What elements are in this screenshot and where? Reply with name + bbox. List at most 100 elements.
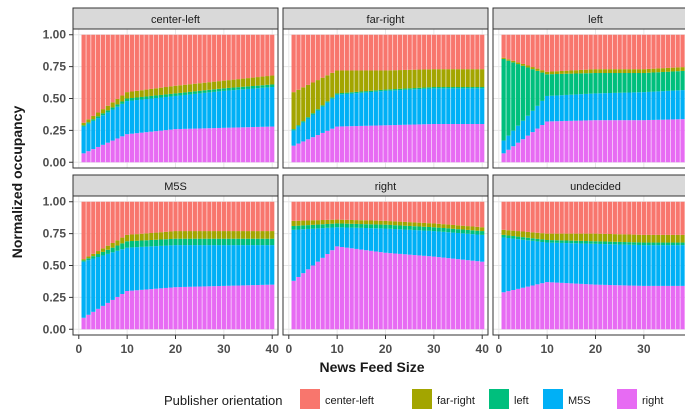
bar-segment-far-right (593, 69, 598, 73)
bar-segment-left (636, 242, 642, 245)
bar-segment-far-right (187, 231, 193, 239)
bar-segment-far-right (598, 233, 603, 242)
bar-segment-m5s (173, 95, 178, 130)
bar-segment-far-right (402, 69, 407, 89)
bar-segment-center-left (325, 34, 330, 76)
bar-segment-m5s (627, 92, 632, 121)
bar-segment-m5s (388, 228, 393, 254)
bar-segment-left (520, 237, 526, 240)
bar-segment-center-left (373, 201, 378, 221)
bar-segment-left (173, 93, 178, 96)
bar-segment-center-left (86, 201, 91, 257)
bar-segment-center-left (540, 201, 545, 234)
bar-segment-right (554, 121, 559, 163)
bar-segment-center-left (612, 34, 617, 70)
bar-segment-m5s (480, 234, 485, 262)
bar-segment-center-left (339, 34, 345, 71)
bar-segment-left (436, 87, 441, 89)
bar-segment-right (202, 128, 207, 163)
bar-segment-far-right (407, 69, 412, 89)
bar-segment-left (197, 90, 202, 94)
bar-segment-m5s (86, 123, 91, 152)
bar-segment-left (402, 225, 407, 230)
bar-segment-right (407, 124, 412, 163)
bar-segment-far-right (139, 90, 144, 97)
bar-segment-far-right (364, 220, 369, 225)
bar-segment-center-left (675, 201, 680, 235)
bar-segment-left (446, 87, 451, 89)
bar-segment-right (451, 124, 456, 163)
bar-segment-center-left (296, 201, 301, 221)
bar-segment-m5s (501, 237, 506, 293)
bar-segment-right (475, 124, 480, 163)
bar-segment-right (373, 251, 378, 330)
bar-segment-far-right (451, 69, 456, 88)
bar-segment-center-left (426, 34, 432, 70)
bar-segment-m5s (383, 90, 388, 126)
bar-segment-center-left (661, 34, 666, 69)
bar-segment-center-left (349, 201, 354, 220)
bar-segment-right (354, 248, 359, 330)
bar-segment-right (212, 128, 217, 163)
bar-segment-right (339, 247, 345, 330)
bar-segment-far-right (665, 234, 671, 243)
bar-segment-far-right (530, 67, 535, 70)
bar-segment-far-right (105, 105, 110, 111)
bar-segment-center-left (559, 34, 564, 71)
bar-segment-center-left (115, 201, 120, 241)
bar-segment-right (383, 125, 388, 163)
bar-segment-right (349, 248, 354, 330)
bar-segment-right (154, 288, 159, 330)
bar-segment-m5s (320, 106, 325, 133)
bar-segment-m5s (583, 93, 588, 121)
bar-segment-far-right (115, 240, 120, 246)
bar-segment-left (105, 249, 110, 254)
bar-segment-right (603, 120, 608, 163)
bar-segment-right (436, 257, 441, 330)
bar-segment-right (139, 132, 144, 163)
bar-segment-far-right (378, 70, 383, 90)
bar-segment-far-right (91, 253, 96, 257)
bar-segment-left (192, 91, 197, 94)
bar-segment-left (100, 251, 106, 256)
bar-segment-right (388, 125, 393, 163)
bar-segment-right (231, 285, 236, 330)
bar-segment-center-left (554, 34, 559, 72)
bar-segment-far-right (197, 83, 202, 91)
bar-segment-right (569, 283, 574, 330)
bar-segment-left (359, 224, 364, 228)
bar-segment-m5s (670, 90, 675, 120)
bar-segment-far-right (168, 86, 173, 94)
bar-segment-m5s (402, 89, 407, 125)
bar-segment-center-left (149, 34, 154, 89)
bar-segment-left (81, 125, 86, 127)
bar-segment-center-left (335, 34, 340, 71)
x-tick-label: 0 (285, 342, 292, 356)
bar-segment-left (139, 240, 144, 247)
bar-segment-far-right (315, 220, 320, 225)
bar-segment-right (310, 137, 316, 163)
bar-segment-m5s (100, 115, 106, 145)
bar-segment-left (545, 74, 550, 96)
bar-segment-right (465, 124, 470, 163)
bar-segment-left (110, 247, 115, 253)
bar-segment-far-right (149, 88, 154, 96)
bar-segment-far-right (622, 69, 627, 73)
bar-segment-m5s (417, 230, 422, 256)
bar-segment-right (646, 285, 651, 330)
bar-segment-left (393, 225, 398, 230)
bar-segment-far-right (535, 68, 540, 71)
bar-segment-center-left (603, 34, 608, 70)
bar-segment-left (149, 239, 154, 247)
bar-segment-m5s (559, 95, 564, 122)
bar-segment-right (603, 284, 608, 330)
bar-segment-right (680, 119, 685, 163)
bars (501, 201, 685, 330)
bar-segment-m5s (105, 253, 110, 303)
bar-segment-right (397, 124, 403, 163)
bar-segment-right (296, 143, 301, 163)
bar-segment-center-left (506, 34, 511, 60)
bar-segment-center-left (520, 34, 526, 64)
bar-segment-m5s (549, 242, 555, 283)
bar-segment-far-right (359, 220, 364, 225)
